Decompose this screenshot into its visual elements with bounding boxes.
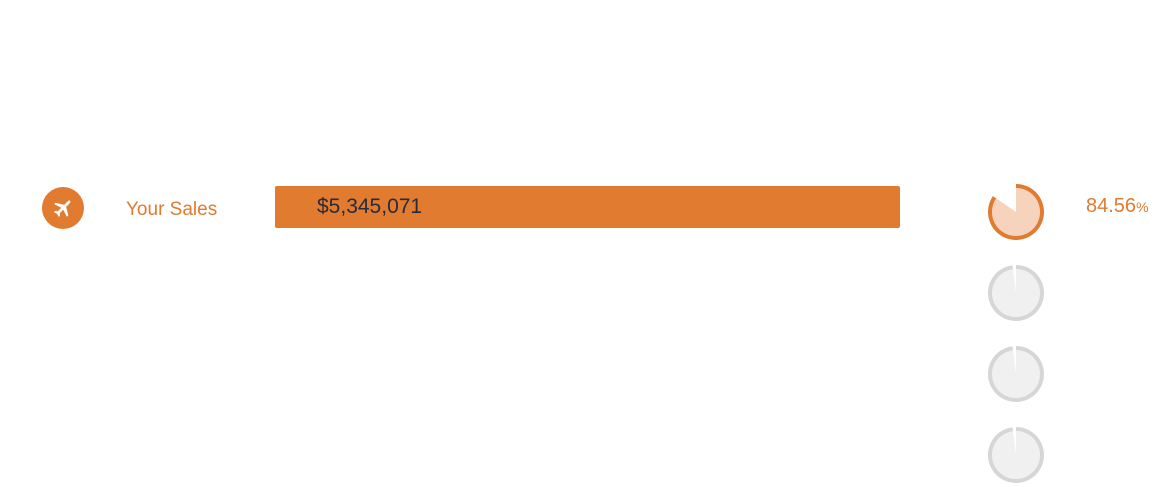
pie-progress-arc [988, 427, 1044, 483]
pie-gap [1012, 425, 1016, 455]
pie-progress-arc [988, 346, 1044, 402]
pie-gap [991, 182, 1016, 212]
pie-progress-arc [988, 184, 1044, 240]
sales-row: Your Sales $5,345,071 84.56% [0, 182, 1155, 238]
pie-slice [992, 431, 1040, 479]
pie-slice [992, 350, 1040, 398]
sales-bar: $5,345,071 [275, 186, 900, 228]
pie-gap [1012, 344, 1016, 374]
percent-symbol: % [1136, 199, 1149, 215]
pie-gap [1012, 263, 1016, 293]
progress-pie-main [988, 182, 1044, 240]
progress-pie-4 [988, 425, 1044, 483]
pie-slice [992, 188, 1040, 236]
pie-slice [992, 269, 1040, 317]
progress-pie-2 [988, 263, 1044, 321]
progress-pie-3 [988, 344, 1044, 402]
airplane-glyph [53, 200, 71, 218]
airplane-icon [42, 187, 84, 229]
row-label: Your Sales [126, 199, 218, 220]
pie-progress-arc [988, 265, 1044, 321]
percent-value: 84.56 [1086, 195, 1137, 217]
bar-value-label: $5,345,071 [317, 195, 423, 218]
percent-label: 84.56% [1086, 195, 1149, 218]
